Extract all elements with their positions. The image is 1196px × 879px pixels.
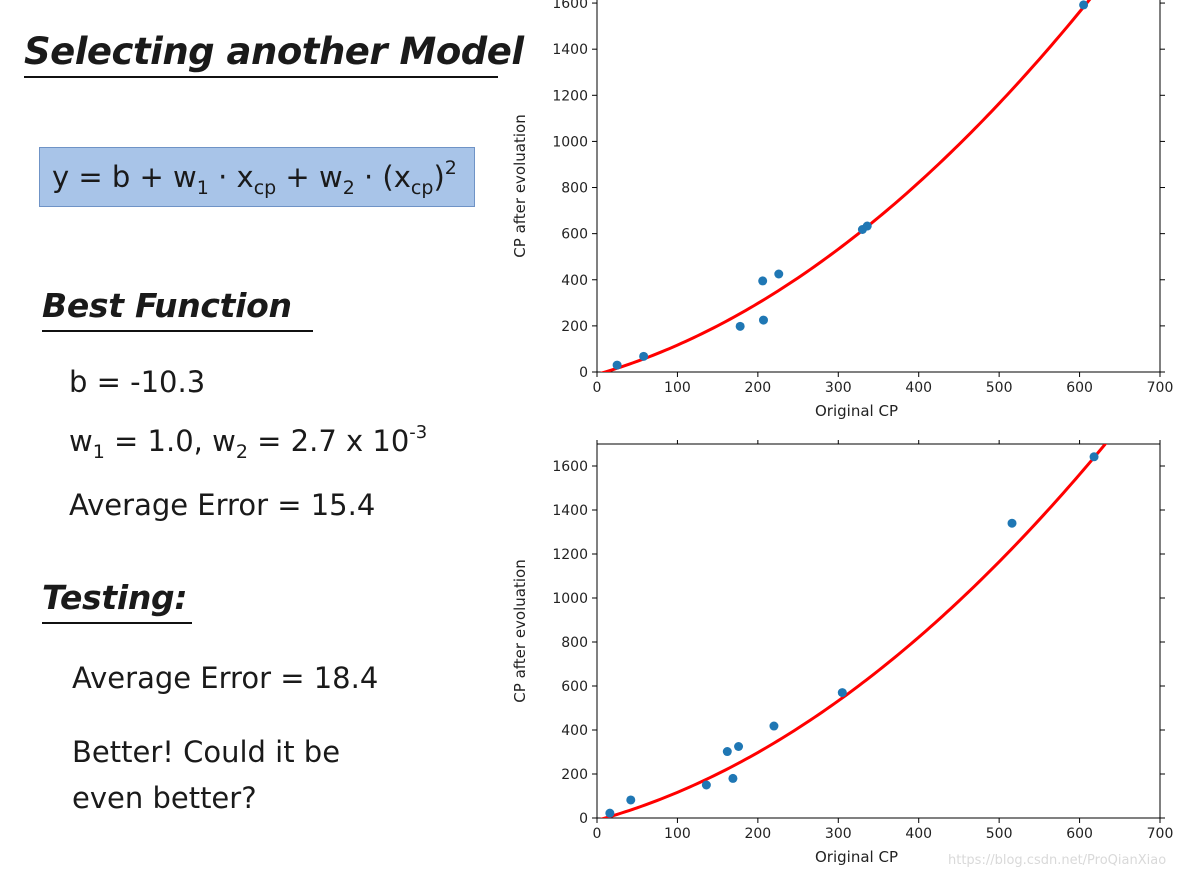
best-function-heading: Best Function	[42, 286, 292, 325]
data-point	[758, 276, 768, 286]
training-chart: 0 100 200 300 400 500 600 700 0 200 400 600 800 1000 1…	[511, 0, 1174, 420]
testing-heading: Testing:	[42, 578, 188, 617]
y-tick-label: 600	[561, 679, 588, 695]
data-point	[735, 321, 745, 331]
data-point	[1007, 518, 1017, 528]
y-tick-label: 1400	[552, 42, 588, 58]
comment-line-2: even better?	[72, 781, 257, 815]
x-tick-label: 100	[664, 826, 691, 842]
y-tick-label: 600	[561, 227, 588, 243]
y-tick-label: 0	[579, 811, 588, 827]
y-tick-label: 1400	[552, 503, 588, 519]
y-tick-label: 800	[561, 635, 588, 651]
bias-value: b = -10.3	[69, 365, 206, 399]
data-point	[722, 747, 732, 757]
data-point	[605, 808, 615, 818]
data-point	[758, 315, 768, 325]
plot-frame	[596, 0, 1161, 373]
training-average-error: Average Error = 15.4	[69, 488, 376, 522]
data-point	[862, 221, 872, 231]
data-point	[612, 360, 622, 370]
y-axis-label: CP after evoluation	[511, 559, 529, 702]
data-point	[769, 721, 779, 731]
slide-title: Selecting another Model	[24, 30, 524, 73]
weights-value: w1 = 1.0, w2 = 2.7 x 10-3	[69, 422, 428, 463]
y-tick-label: 400	[561, 723, 588, 739]
data-point	[639, 351, 649, 361]
data-point	[728, 773, 738, 783]
x-tick-label: 600	[1066, 380, 1093, 396]
y-tick-label: 1600	[552, 0, 588, 12]
plot-frame	[596, 443, 1161, 819]
title-underline	[24, 76, 498, 78]
y-tick-label: 1200	[552, 88, 588, 104]
y-tick-label: 200	[561, 767, 588, 783]
best-function-underline	[42, 330, 313, 332]
testing-underline	[42, 622, 192, 624]
data-point	[701, 780, 711, 790]
fit-curve	[599, 444, 1108, 818]
x-tick-label: 200	[744, 380, 771, 396]
data-point	[774, 269, 784, 279]
x-tick-label: 0	[593, 826, 602, 842]
y-axis-label: CP after evoluation	[511, 114, 529, 257]
x-tick-label: 100	[664, 380, 691, 396]
watermark: https://blog.csdn.net/ProQianXiao	[948, 853, 1167, 868]
data-point	[1089, 452, 1099, 462]
x-tick-label: 300	[825, 826, 852, 842]
x-tick-label: 400	[905, 380, 932, 396]
x-tick-label: 200	[744, 826, 771, 842]
y-tick-label: 400	[561, 273, 588, 289]
y-tick-label: 1600	[552, 459, 588, 475]
data-point	[626, 795, 636, 805]
model-formula: y = b + w1 · xcp + w2 · (xcp)2	[39, 147, 475, 207]
x-tick-label: 700	[1147, 380, 1174, 396]
y-tick-label: 1200	[552, 547, 588, 563]
y-tick-label: 1000	[552, 591, 588, 607]
x-axis-label: Original CP	[815, 848, 898, 866]
x-tick-label: 500	[986, 380, 1013, 396]
testing-chart: 0 100 200 300 400 500 600 700 0 200 400 600 800 1000 1…	[511, 440, 1174, 866]
y-tick-label: 1000	[552, 134, 588, 150]
x-tick-label: 700	[1147, 826, 1174, 842]
x-tick-label: 600	[1066, 826, 1093, 842]
data-point	[734, 742, 744, 751]
data-point	[837, 688, 847, 698]
x-tick-label: 500	[986, 826, 1013, 842]
fit-curve	[599, 0, 1092, 372]
data-point	[1079, 0, 1089, 10]
x-tick-label: 0	[593, 380, 602, 396]
x-axis-label: Original CP	[815, 402, 898, 420]
testing-average-error: Average Error = 18.4	[72, 661, 379, 695]
comment-line-1: Better! Could it be	[72, 735, 341, 769]
y-tick-label: 200	[561, 319, 588, 335]
y-tick-label: 800	[561, 181, 588, 197]
x-tick-label: 400	[905, 826, 932, 842]
y-tick-label: 0	[579, 365, 588, 381]
x-tick-label: 300	[825, 380, 852, 396]
